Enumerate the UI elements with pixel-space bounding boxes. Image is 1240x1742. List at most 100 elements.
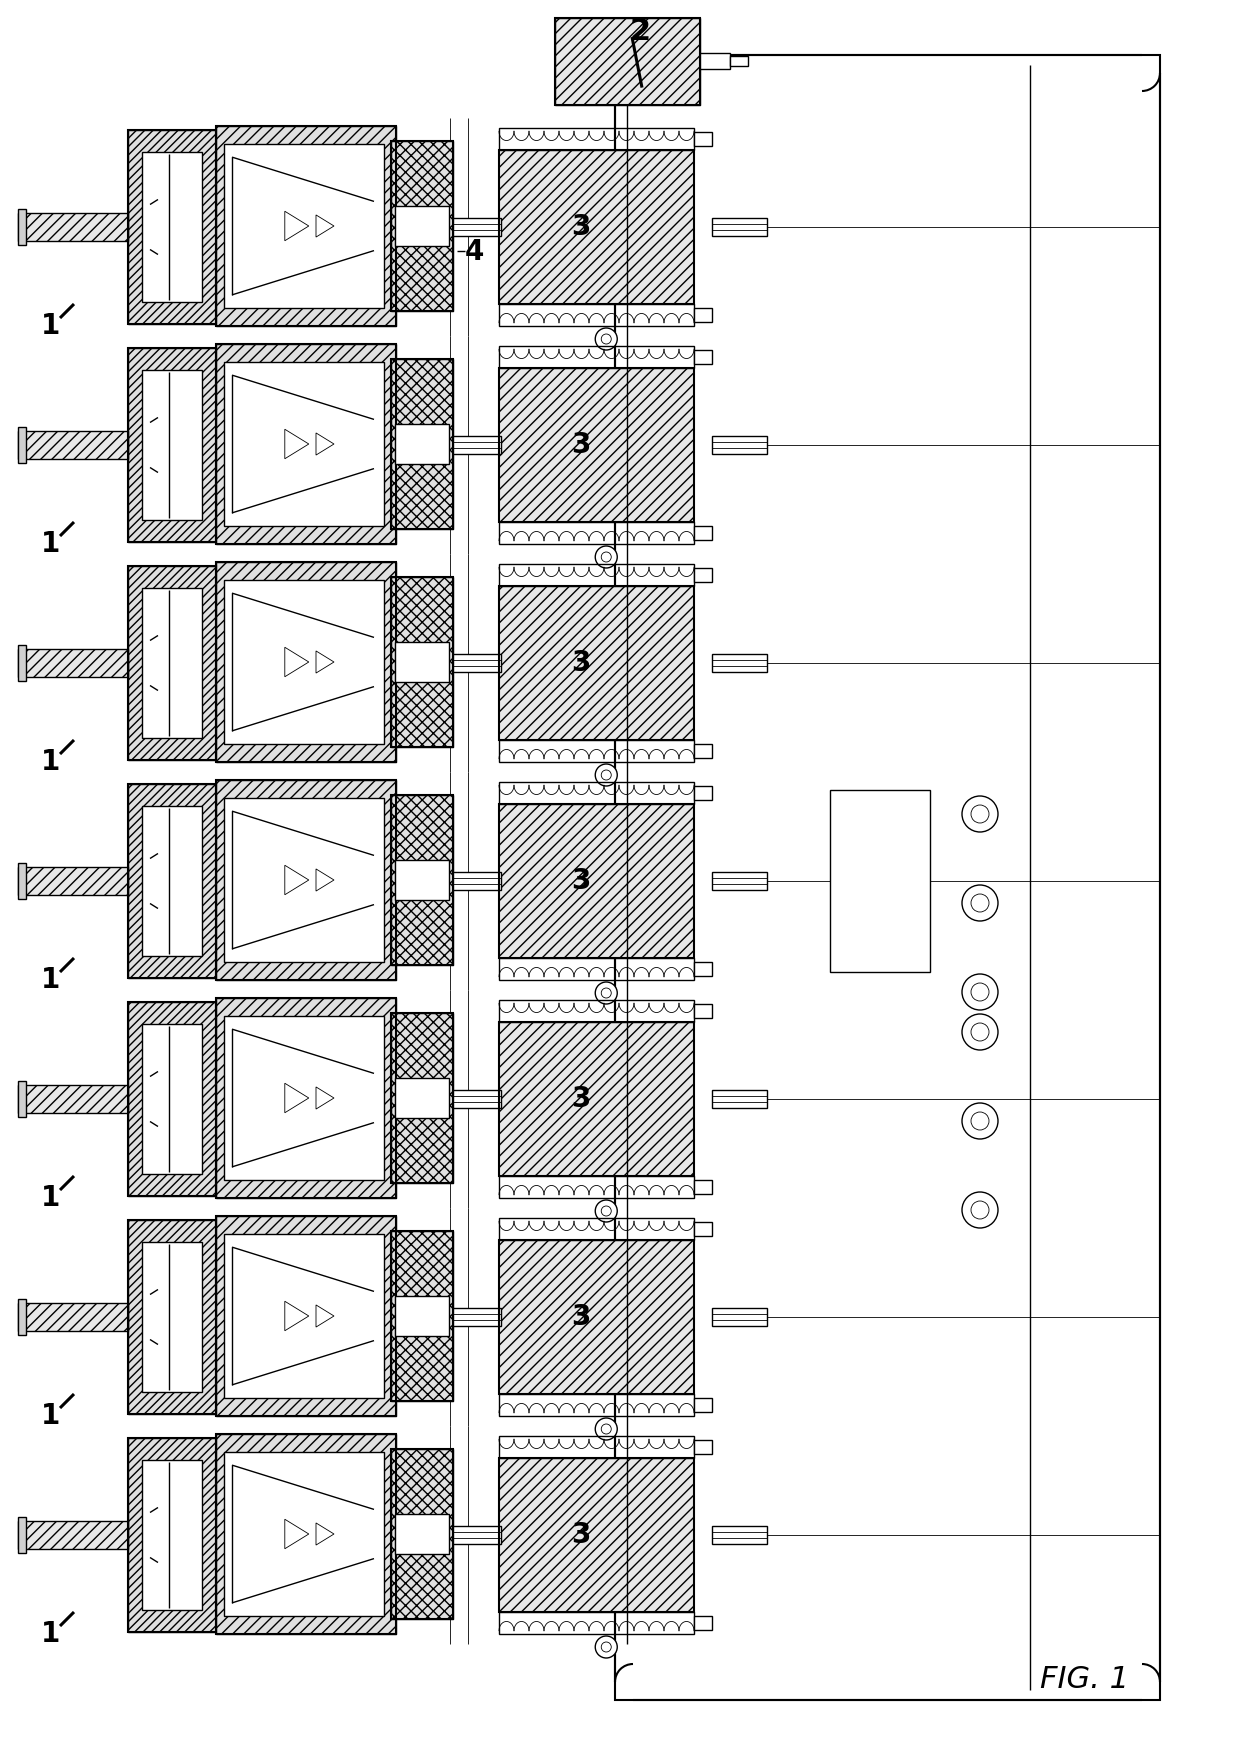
Bar [19, 427, 26, 463]
Bar [498, 150, 694, 305]
Polygon shape [285, 648, 309, 676]
Bar [391, 1232, 453, 1401]
Text: 1: 1 [41, 967, 60, 995]
Bar [19, 1521, 128, 1549]
Bar [830, 791, 930, 972]
Circle shape [971, 1111, 990, 1131]
Circle shape [595, 1200, 618, 1221]
Bar [224, 1233, 384, 1399]
Polygon shape [316, 1305, 334, 1327]
Bar [498, 347, 694, 368]
Bar [19, 862, 26, 899]
Circle shape [595, 1418, 618, 1441]
Polygon shape [285, 1519, 309, 1549]
Bar [712, 1090, 768, 1108]
Bar [712, 1308, 768, 1326]
Bar [701, 52, 730, 70]
Circle shape [595, 982, 618, 1003]
Bar [391, 1449, 453, 1618]
Circle shape [971, 894, 990, 913]
Bar [694, 1617, 712, 1629]
Bar [391, 1014, 453, 1183]
Bar [128, 131, 216, 324]
Bar [19, 868, 128, 895]
Bar [19, 1085, 128, 1113]
Bar [396, 423, 449, 465]
Text: 1: 1 [41, 1402, 60, 1430]
Bar [224, 145, 384, 308]
Bar [498, 782, 694, 805]
Bar [128, 1002, 216, 1197]
Bar [216, 563, 396, 761]
Bar [453, 1090, 501, 1108]
Text: 1: 1 [41, 1620, 60, 1648]
Circle shape [595, 327, 618, 350]
Text: 1: 1 [41, 1185, 60, 1212]
Bar [712, 436, 768, 455]
Bar [19, 650, 128, 678]
Bar [128, 1219, 216, 1415]
Circle shape [971, 1200, 990, 1219]
Polygon shape [316, 1087, 334, 1110]
Bar [498, 1240, 694, 1394]
Bar [498, 523, 694, 544]
Bar [391, 1449, 453, 1618]
Bar [128, 1437, 216, 1632]
Bar [143, 589, 202, 739]
Bar [453, 1308, 501, 1326]
Bar [498, 368, 694, 523]
Bar [19, 1082, 26, 1117]
Polygon shape [285, 866, 309, 895]
Bar [216, 343, 396, 544]
Bar [143, 1460, 202, 1610]
Bar [128, 784, 216, 977]
Polygon shape [285, 1301, 309, 1331]
Circle shape [601, 1205, 611, 1216]
Bar [498, 564, 694, 585]
Bar [143, 807, 202, 956]
Circle shape [962, 1192, 998, 1228]
Bar [498, 585, 694, 740]
Bar [128, 566, 216, 760]
Bar [498, 1394, 694, 1416]
Bar [143, 1024, 202, 1174]
Bar [556, 17, 701, 105]
Bar [396, 1296, 449, 1336]
Bar [224, 1016, 384, 1179]
Bar [391, 359, 453, 530]
Bar [694, 1005, 712, 1017]
Bar [498, 1218, 694, 1240]
Bar [694, 132, 712, 146]
Bar [453, 436, 501, 455]
Text: 2: 2 [630, 17, 651, 47]
Text: 4: 4 [465, 237, 485, 265]
Circle shape [962, 796, 998, 833]
Bar [694, 308, 712, 322]
Text: 3: 3 [572, 213, 590, 240]
Bar [498, 127, 694, 150]
Bar [498, 1458, 694, 1611]
Circle shape [601, 1643, 611, 1651]
Bar [216, 563, 396, 761]
Bar [498, 1023, 694, 1176]
Bar [216, 1434, 396, 1634]
Bar [498, 740, 694, 761]
Bar [19, 1303, 128, 1331]
Circle shape [971, 805, 990, 822]
Bar [712, 653, 768, 672]
Text: 1: 1 [41, 747, 60, 775]
Bar [694, 744, 712, 758]
Bar [694, 350, 712, 364]
Bar [224, 798, 384, 962]
Bar [498, 585, 694, 740]
Bar [391, 141, 453, 312]
Text: 3: 3 [572, 868, 590, 895]
Circle shape [971, 1023, 990, 1042]
Bar [216, 998, 396, 1198]
Circle shape [595, 545, 618, 568]
Bar [19, 213, 128, 240]
Bar [128, 131, 216, 324]
Circle shape [971, 982, 990, 1002]
Circle shape [962, 885, 998, 922]
Bar [396, 641, 449, 683]
